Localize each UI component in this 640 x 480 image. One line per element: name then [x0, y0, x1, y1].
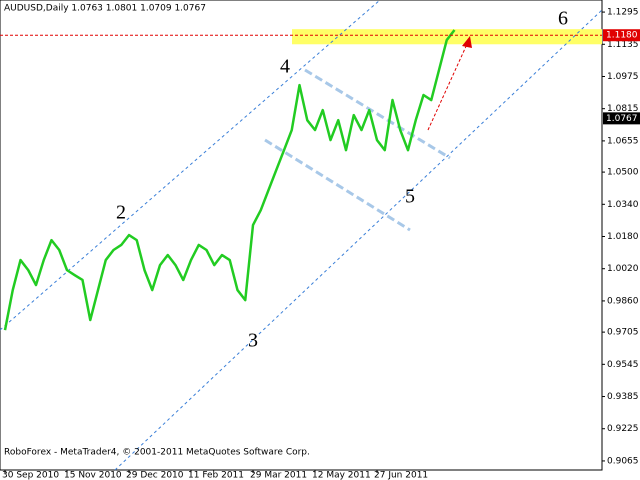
y-tick-label: 1.0020	[607, 264, 639, 274]
channels	[0, 0, 603, 471]
y-tick-label: 0.9545	[607, 360, 639, 370]
level-label: 1.0767	[606, 114, 638, 124]
wave-label: 5	[405, 186, 415, 208]
arrow-head	[462, 36, 472, 48]
wave-label: 4	[280, 56, 290, 78]
x-tick-label: 12 May 2011	[312, 471, 371, 480]
y-tick-label: 1.0975	[607, 72, 639, 82]
channel-line	[304, 68, 451, 160]
plot-area	[0, 0, 603, 471]
correction-channel	[264, 68, 451, 232]
x-tick-label: 30 Sep 2010	[2, 471, 59, 480]
y-tick-label: 1.0180	[607, 232, 639, 242]
footer: RoboForex - MetaTrader4, © 2001-2011 Met…	[4, 448, 310, 458]
y-tick-label: 1.0655	[607, 136, 639, 146]
y-tick-label: 0.9225	[607, 424, 639, 434]
y-tick-label: 1.1135	[607, 40, 639, 50]
series-layer	[3, 29, 456, 331]
target-arrow	[427, 41, 469, 131]
y-tick-label: 0.9065	[607, 456, 639, 466]
y-tick-label: 1.0500	[607, 168, 639, 178]
channel-line	[264, 138, 411, 232]
price-line	[3, 29, 456, 331]
wave-label: 3	[248, 330, 258, 352]
y-tick-label: 0.9385	[607, 392, 639, 402]
y-tick-label: 1.0815	[607, 104, 639, 114]
level-box	[603, 29, 640, 42]
channel-line	[114, 9, 603, 471]
x-tick-label: 11 Feb 2011	[188, 471, 244, 480]
y-tick-label: 0.9705	[607, 328, 639, 338]
target-zone	[292, 29, 602, 45]
x-tick-label: 29 Mar 2011	[250, 471, 307, 480]
y-tick-label: 0.9860	[607, 296, 639, 306]
wave-label: 6	[558, 8, 568, 30]
chart-title: AUDUSD,Daily 1.0763 1.0801 1.0709 1.0767	[4, 4, 206, 14]
x-tick-label: 27 Jun 2011	[374, 471, 428, 480]
x-tick-label: 15 Nov 2010	[64, 471, 122, 480]
x-tick-label: 29 Dec 2010	[126, 471, 184, 480]
wave-label: 2	[116, 202, 126, 224]
level-label: 1.1180	[606, 31, 638, 41]
y-tick-label: 1.1295	[607, 8, 639, 18]
level-box	[603, 112, 640, 125]
y-tick-label: 1.0340	[607, 200, 639, 210]
zone-layer	[292, 29, 602, 45]
